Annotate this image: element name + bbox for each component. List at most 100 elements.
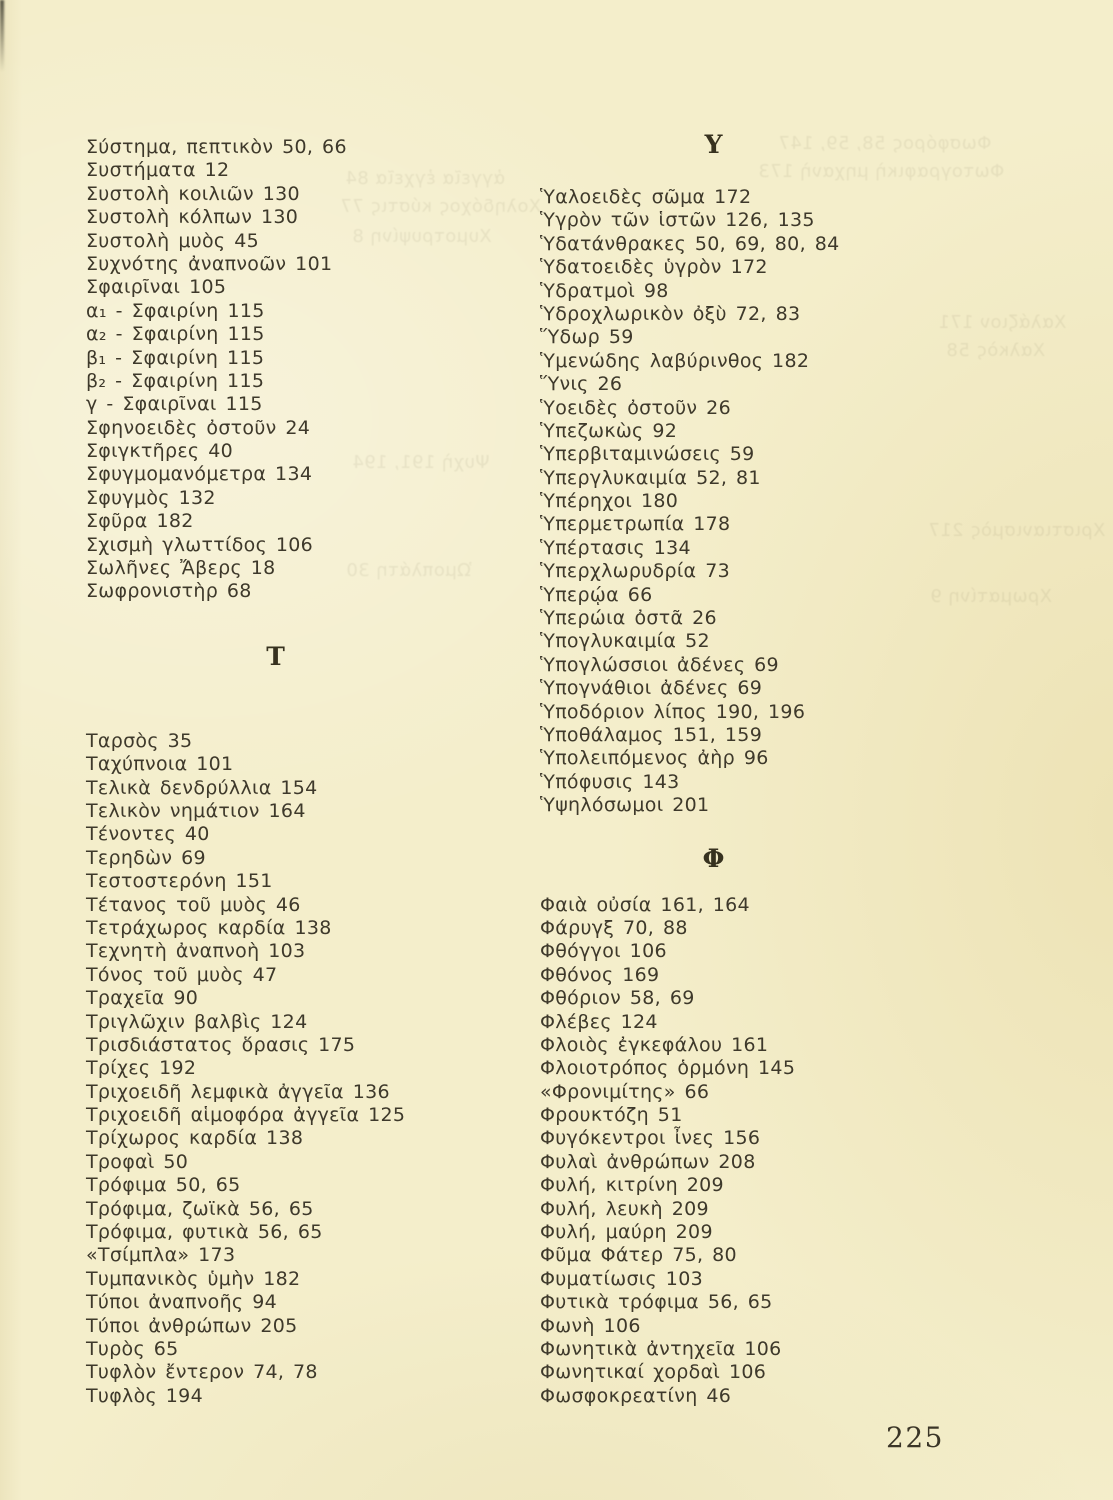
section-heading-tau: Τ (266, 641, 286, 671)
index-entry: Ὑπέρηχοι 180 (540, 490, 679, 513)
index-entry: Φῦμα Φάτερ 75, 80 (540, 1244, 737, 1267)
index-entry: Ὑποθάλαμος 151, 159 (540, 723, 763, 746)
index-entry: Τρόφιμα, ζωϊκὰ 56, 65 (86, 1197, 314, 1220)
index-entry: Ὑποδόριον λίπος 190, 196 (540, 700, 806, 723)
index-entry: Σφαιρῖναι 105 (86, 276, 227, 299)
index-entry: Σωφρονιστὴρ 68 (86, 580, 252, 603)
index-entry: «Τσίμπλα» 173 (86, 1244, 236, 1267)
index-entry: Φλοιοτρόπος ὁρμόνη 145 (540, 1057, 796, 1080)
index-entry: Τριγλῶχιν βαλβὶς 124 (86, 1010, 308, 1033)
index-entry: Ὕδωρ 59 (540, 326, 634, 349)
section-heading-phi: Φ (702, 843, 726, 873)
index-entry: Ὑπόφυσις 143 (540, 770, 680, 793)
index-entry: Τρίχωρος καρδία 138 (86, 1127, 304, 1150)
index-entry: Φθόνος 169 (540, 963, 660, 986)
index-entry: Ὕνις 26 (540, 373, 623, 396)
index-entry: Ὑδατοειδὲς ὑγρὸν 172 (540, 256, 768, 279)
index-entry: Ὑγρὸν τῶν ἱστῶν 126, 135 (540, 209, 815, 232)
index-entry: Σφυγμομανόμετρα 134 (86, 463, 313, 486)
index-entry: Τροφαὶ 50 (86, 1150, 189, 1173)
index-entry: Φθόγγοι 106 (540, 940, 667, 963)
index-entry: Συστήματα 12 (86, 159, 230, 182)
index-entry: Τυρὸς 65 (86, 1337, 179, 1360)
index-entry: Τέτανος τοῦ μυὸς 46 (86, 893, 301, 916)
index-entry: Τριχοειδῆ αἱμοφόρα ἀγγεῖα 125 (86, 1104, 406, 1127)
right-column: Υ Ὑαλοειδὲς σῶμα 172 Ὑγρὸν τῶν ἱστῶν 126,… (540, 130, 1010, 1408)
index-entry: Τερηδὼν 69 (86, 846, 206, 869)
index-entry: Τύποι ἀνθρώπων 205 (86, 1314, 298, 1337)
index-entry: Φυματίωσις 103 (540, 1267, 703, 1290)
index-entry: Φαιὰ οὐσία 161, 164 (540, 893, 750, 916)
index-entry: Φάρυγξ 70, 88 (540, 916, 688, 939)
paper-edge-shadow (0, 0, 4, 78)
index-entry: Ὑαλοειδὲς σῶμα 172 (540, 186, 752, 208)
index-entry: «Φρονιμίτης» 66 (540, 1080, 710, 1103)
index-entry: Τυφλὸς 194 (86, 1384, 203, 1407)
index-entry: Φυγόκεντροι ἶνες 156 (540, 1127, 761, 1150)
section-heading-upsilon: Υ (704, 130, 724, 159)
index-entry: Ταχύπνοια 101 (86, 753, 234, 776)
index-entry: Ὑδατάνθρακες 50, 69, 80, 84 (540, 232, 840, 255)
index-entry: Ταρσὸς 35 (86, 729, 193, 752)
index-entry: Σφιγκτῆρες 40 (86, 440, 233, 463)
index-entry: Σφῦρα 182 (86, 510, 194, 533)
index-entry: Συστολὴ κοιλιῶν 130 (86, 182, 300, 205)
index-entry: Ὑπογλώσσιοι ἀδένες 69 (540, 653, 779, 676)
index-entry: α₁ - Σφαιρίνη 115 (86, 299, 265, 322)
index-entry: Τόνος τοῦ μυὸς 47 (86, 963, 278, 986)
index-entry: Ὑπερῴα 66 (540, 583, 653, 606)
index-entry: Ὑδροχλωρικὸν ὀξὺ 72, 83 (540, 302, 801, 325)
index-entry: Τεχνητὴ ἀναπνοὴ 103 (86, 940, 306, 963)
index-entry: Ὑπερώια ὀστᾶ 26 (540, 607, 717, 630)
index-entry: Τένοντες 40 (86, 823, 210, 846)
index-list-upsilon: Ὑαλοειδὲς σῶμα 172 Ὑγρὸν τῶν ἱστῶν 126, 1… (540, 186, 1010, 818)
index-entry: Τύποι ἀναπνοῆς 94 (86, 1291, 277, 1314)
index-entry: Φρουκτόζη 51 (540, 1104, 683, 1127)
index-entry: Ὑοειδὲς ὀστοῦν 26 (540, 396, 731, 419)
index-entry: Ὑπερβιταμινώσεις 59 (540, 443, 755, 466)
index-entry: Ὑπερμετρωπία 178 (540, 513, 731, 536)
index-entry: Τυφλὸν ἔντερον 74, 78 (86, 1361, 318, 1384)
index-entry: Τεστοστερόνη 151 (86, 870, 273, 893)
index-entry: Ὑπογνάθιοι ἀδένες 69 (540, 677, 763, 700)
index-entry: β₁ - Σφαιρίνη 115 (86, 346, 265, 369)
index-entry: Τετράχωρος καρδία 138 (86, 916, 332, 939)
index-entry: Τρίχες 192 (86, 1057, 197, 1080)
index-entry: Φλοιὸς ἐγκεφάλου 161 (540, 1033, 769, 1056)
index-entry: Σύστημα, πεπτικὸν 50, 66 (86, 136, 347, 158)
index-entry: Φυλαὶ ἀνθρώπων 208 (540, 1150, 756, 1173)
index-entry: Ὑμενώδης λαβύρινθος 182 (540, 349, 810, 372)
index-entry: β₂ - Σφαιρίνη 115 (86, 369, 265, 392)
index-entry: Σφυγμὸς 132 (86, 486, 216, 509)
page-number: 225 (886, 1421, 944, 1454)
index-entry: Φυλή, κιτρίνη 209 (540, 1174, 724, 1197)
index-list-sigma: Σύστημα, πεπτικὸν 50, 66 Συστήματα 12 Συστ… (86, 136, 541, 604)
index-entry: Σφηνοειδὲς ὀστοῦν 24 (86, 416, 311, 439)
left-column: Σύστημα, πεπτικὸν 50, 66 Συστήματα 12 Συστ… (86, 136, 541, 1408)
index-entry: Συχνότης ἀναπνοῶν 101 (86, 252, 333, 275)
index-entry: Φυλή, λευκὴ 209 (540, 1197, 709, 1220)
index-entry: Σχισμὴ γλωττίδος 106 (86, 533, 314, 556)
index-entry: Ὑψηλόσωμοι 201 (540, 794, 710, 817)
index-entry: Ὑπερχλωρυδρία 73 (540, 560, 730, 583)
index-entry: Συστολὴ μυὸς 45 (86, 229, 260, 252)
index-entry: Φωσφοκρεατίνη 46 (540, 1384, 732, 1407)
index-entry: Ὑπέρτασις 134 (540, 536, 691, 559)
index-entry: Συστολὴ κόλπων 130 (86, 206, 299, 229)
index-entry: Φλέβες 124 (540, 1010, 658, 1033)
index-entry: Φυλή, μαύρη 209 (540, 1221, 713, 1244)
index-entry: Τρόφιμα 50, 65 (86, 1174, 241, 1197)
index-entry: Σωλῆνες Ἄβερς 18 (86, 557, 276, 580)
index-entry: Τραχεῖα 90 (86, 987, 199, 1010)
index-entry: Ὑπεζωκὼς 92 (540, 419, 678, 442)
index-entry: Φωνὴ 106 (540, 1314, 641, 1337)
index-entry: γ - Σφαιρῖναι 115 (86, 393, 263, 416)
index-entry: Φυτικὰ τρόφιμα 56, 65 (540, 1291, 773, 1314)
index-list-tau: Ταρσὸς 35 Ταχύπνοια 101 Τελικὰ δενδρύλλια … (86, 730, 541, 1408)
index-entry: Φωνητικαί χορδαὶ 106 (540, 1361, 767, 1384)
index-entry: Τελικὰ δενδρύλλια 154 (86, 776, 318, 799)
index-entry: Τρισδιάστατος ὅρασις 175 (86, 1033, 356, 1056)
index-entry: Ὑδρατμοὶ 98 (540, 279, 669, 302)
index-entry: Ὑπογλυκαιμία 52 (540, 630, 710, 653)
